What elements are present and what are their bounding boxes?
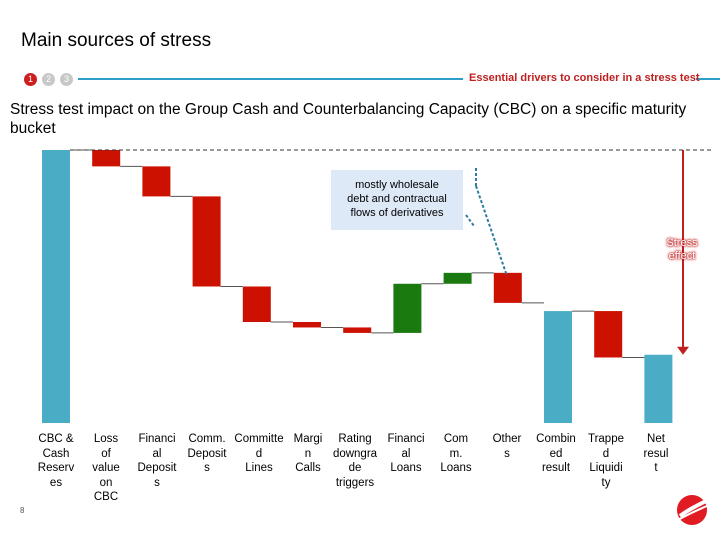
x-tick-label-3: Financi al Deposit s (137, 433, 177, 489)
stress-effect-line-1: Stress (666, 237, 698, 249)
callout-line-2: debt and contractual (347, 193, 447, 205)
step-1[interactable]: 1 (24, 73, 37, 86)
waterfall-bar-8 (393, 283, 422, 333)
waterfall-bar-9 (443, 272, 472, 284)
step-2[interactable]: 2 (42, 73, 55, 86)
driver-caption: Essential drivers to consider in a stres… (469, 72, 700, 84)
x-tick-label-9: Com m. Loans (440, 433, 472, 474)
waterfall-bar-13 (644, 354, 673, 423)
waterfall-bar-6 (293, 321, 321, 328)
chart-subtitle: Stress test impact on the Group Cash and… (10, 101, 687, 137)
x-tick-label-2: Loss of value on CBC (92, 433, 120, 503)
header-divider-end (696, 78, 720, 80)
callout-leader-line-2 (465, 214, 475, 227)
x-tick-label-10: Other s (492, 433, 522, 460)
step-3[interactable]: 3 (60, 73, 73, 86)
x-tick-label-11: Combin ed result (536, 433, 576, 474)
waterfall-bar-5 (242, 286, 271, 322)
page-title: Main sources of stress (21, 30, 212, 51)
waterfall-bar-2 (92, 150, 121, 167)
x-tick-label-1: CBC & Cash Reserv es (37, 433, 75, 489)
waterfall-bar-10 (493, 272, 522, 303)
x-tick-label-7: Rating downgra de triggers (332, 433, 378, 489)
waterfall-bar-7 (343, 327, 372, 333)
header-divider (78, 78, 463, 80)
x-tick-label-4: Comm. Deposit s (187, 433, 227, 474)
waterfall-bar-11 (544, 311, 572, 423)
x-tick-label-13: Net resul t (643, 433, 669, 474)
waterfall-bar-12 (594, 311, 623, 358)
bank-logo-icon (677, 495, 710, 525)
stress-effect-label: Stress effect (660, 237, 704, 263)
x-tick-label-6: Margi n Calls (293, 433, 323, 474)
callout-line-3: flows of derivatives (350, 207, 444, 219)
callout-line-1: mostly wholesale (355, 179, 439, 191)
stress-effect-arrowhead (677, 346, 689, 355)
x-tick-label-12: Trappe d Liquidi ty (587, 433, 624, 489)
stress-effect-line-2: effect (668, 250, 696, 262)
waterfall-bar-3 (142, 166, 171, 197)
wholesale-callout: mostly wholesale debt and contractual fl… (331, 170, 463, 230)
x-tick-label-5: Committe d Lines (234, 433, 284, 474)
x-tick-label-8: Financi al Loans (387, 433, 425, 474)
waterfall-bar-1 (42, 150, 70, 423)
callout-leader-line-1 (475, 185, 508, 277)
page-number: 8 (20, 506, 25, 515)
waterfall-bar-4 (192, 196, 221, 287)
